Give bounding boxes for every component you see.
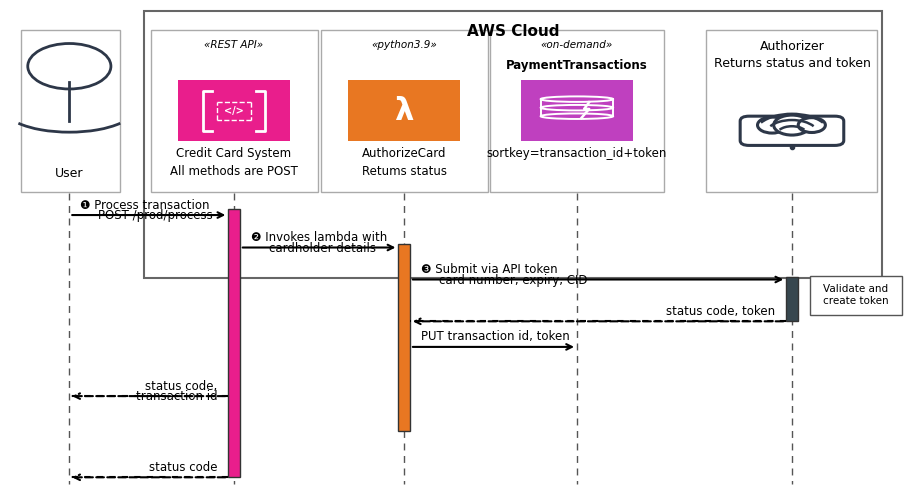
Bar <box>144 11 882 278</box>
Bar <box>321 29 488 192</box>
Bar <box>398 244 410 430</box>
Bar <box>521 80 633 141</box>
Circle shape <box>757 117 787 133</box>
Text: transaction id: transaction id <box>135 391 217 404</box>
Bar <box>348 80 460 141</box>
Bar <box>228 209 240 477</box>
Text: ❷ Invokes lambda with: ❷ Invokes lambda with <box>251 231 387 244</box>
Text: λ: λ <box>395 97 414 126</box>
Text: card number, expiry, CID: card number, expiry, CID <box>439 274 587 287</box>
Text: Returns status and token: Returns status and token <box>714 57 871 70</box>
Bar <box>491 29 664 192</box>
Text: «REST API»: «REST API» <box>205 40 264 50</box>
Text: ❶ Process transaction: ❶ Process transaction <box>80 199 210 212</box>
Text: AWS Cloud: AWS Cloud <box>466 24 559 39</box>
Text: POST /prod/process: POST /prod/process <box>98 209 213 223</box>
Text: PUT transaction id, token: PUT transaction id, token <box>421 331 570 343</box>
Text: AuthorizeCard: AuthorizeCard <box>362 147 446 160</box>
Text: status code,: status code, <box>145 380 217 393</box>
Text: status code: status code <box>149 461 217 474</box>
Text: cardholder details: cardholder details <box>269 242 375 255</box>
Text: «python3.9»: «python3.9» <box>371 40 437 50</box>
Text: </>: </> <box>225 106 244 116</box>
Text: Credit Card System: Credit Card System <box>176 147 292 160</box>
Text: status code, token: status code, token <box>666 305 775 318</box>
Text: Validate and
create token: Validate and create token <box>823 284 889 306</box>
Circle shape <box>28 44 111 89</box>
Text: «on-demand»: «on-demand» <box>541 40 613 50</box>
FancyBboxPatch shape <box>810 275 902 315</box>
Text: Authorizer: Authorizer <box>760 40 824 53</box>
Bar <box>151 29 318 192</box>
FancyBboxPatch shape <box>740 116 844 146</box>
Text: PaymentTransactions: PaymentTransactions <box>506 59 648 72</box>
Bar <box>21 29 120 192</box>
Circle shape <box>774 115 810 135</box>
Text: ❸ Submit via API token: ❸ Submit via API token <box>421 263 557 276</box>
Bar <box>706 29 877 192</box>
Bar <box>178 80 290 141</box>
Circle shape <box>798 118 825 133</box>
Bar <box>786 277 798 322</box>
Text: Retums status: Retums status <box>362 165 446 178</box>
Text: All methods are POST: All methods are POST <box>170 165 298 178</box>
Text: sortkey=transaction_id+token: sortkey=transaction_id+token <box>486 147 667 160</box>
Text: User: User <box>55 166 84 179</box>
